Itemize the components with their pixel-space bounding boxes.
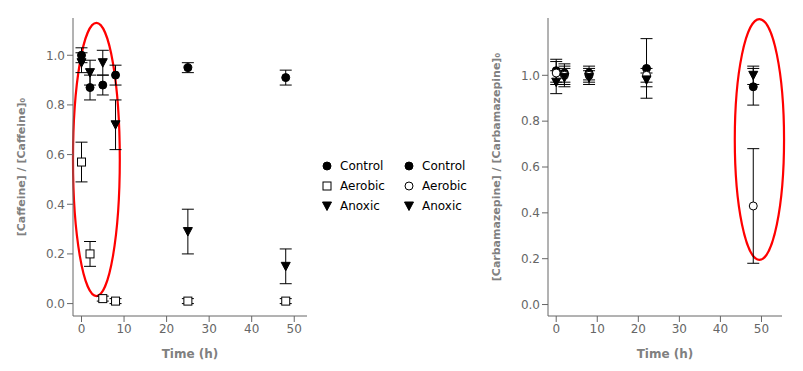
svg-text:40: 40 <box>244 322 259 336</box>
svg-text:30: 30 <box>672 322 687 336</box>
svg-text:30: 30 <box>202 322 217 336</box>
svg-text:0.2: 0.2 <box>46 247 65 261</box>
svg-text:1.0: 1.0 <box>46 49 65 63</box>
svg-text:0.0: 0.0 <box>521 298 540 312</box>
svg-text:20: 20 <box>631 322 646 336</box>
svg-text:1.0: 1.0 <box>521 69 540 83</box>
svg-text:50: 50 <box>754 322 769 336</box>
svg-text:0.6: 0.6 <box>521 160 540 174</box>
html-text:Anoxic: Anoxic <box>422 198 462 213</box>
svg-text:[Carbamazepine] / [Carbamazepi: [Carbamazepine] / [Carbamazepine]₀ <box>490 53 503 282</box>
svg-text:Time (h): Time (h) <box>637 347 694 361</box>
svg-text:10: 10 <box>590 322 605 336</box>
svg-text:10: 10 <box>116 322 131 336</box>
svg-text:50: 50 <box>287 322 302 336</box>
svg-text:40: 40 <box>713 322 728 336</box>
svg-text:0: 0 <box>552 322 560 336</box>
html-text:Aerobic: Aerobic <box>340 178 385 193</box>
html-text:Aerobic: Aerobic <box>422 178 467 193</box>
svg-text:0.4: 0.4 <box>521 206 540 220</box>
svg-text:0.8: 0.8 <box>521 114 540 128</box>
svg-text:0.2: 0.2 <box>521 252 540 266</box>
svg-text:[Caffeine] / [Caffeine]₀: [Caffeine] / [Caffeine]₀ <box>15 98 28 237</box>
svg-text:0.6: 0.6 <box>46 148 65 162</box>
svg-text:Time (h): Time (h) <box>162 347 219 361</box>
html-text:Control: Control <box>422 158 466 173</box>
svg-text:0.4: 0.4 <box>46 198 65 212</box>
html-text:Control: Control <box>340 158 384 173</box>
svg-text:0: 0 <box>78 322 86 336</box>
html-text:Anoxic: Anoxic <box>340 198 380 213</box>
svg-text:20: 20 <box>159 322 174 336</box>
svg-text:0.0: 0.0 <box>46 297 65 311</box>
svg-text:0.8: 0.8 <box>46 98 65 112</box>
